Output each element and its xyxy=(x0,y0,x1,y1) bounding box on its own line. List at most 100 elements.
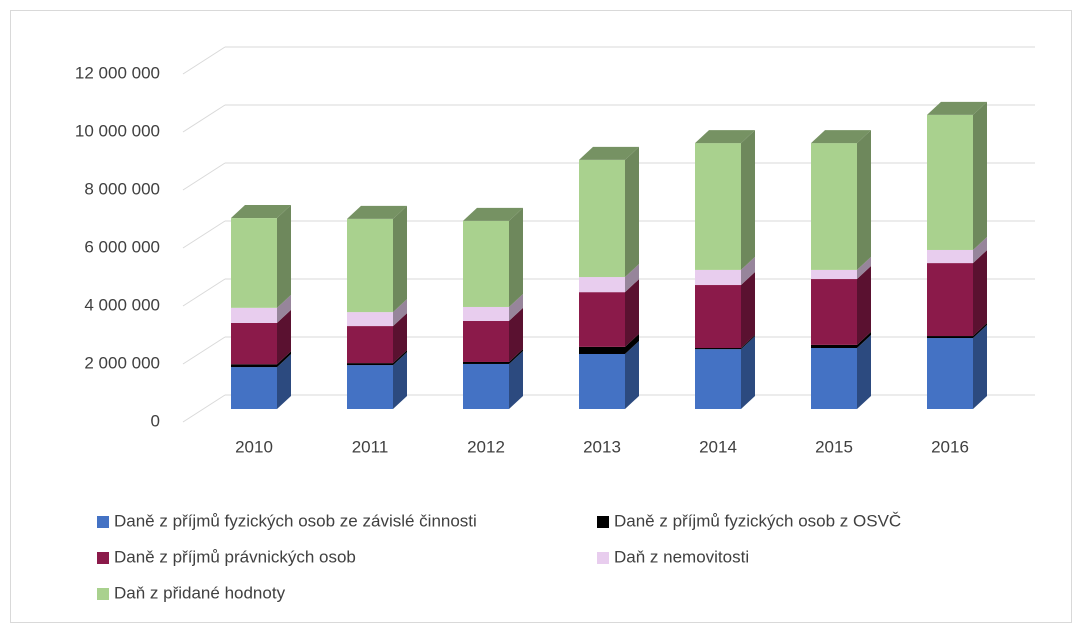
bar-side xyxy=(741,272,755,349)
legend-label: Daně z příjmů fyzických osob ze závislé … xyxy=(114,511,477,530)
chart-frame xyxy=(10,10,1072,623)
legend-swatch xyxy=(597,552,609,564)
bar-top xyxy=(695,130,755,144)
bar-top xyxy=(231,205,291,219)
legend-swatch xyxy=(597,516,609,528)
x-tick-label: 2011 xyxy=(352,437,389,456)
bar xyxy=(347,218,393,313)
bar xyxy=(695,269,741,286)
grid-line-depth xyxy=(182,394,226,423)
y-tick-label: 12 000 000 xyxy=(75,63,160,82)
bar xyxy=(695,285,741,349)
bar xyxy=(811,143,857,270)
bar-side xyxy=(509,348,523,364)
x-tick-label: 2014 xyxy=(699,437,737,456)
grid-line-depth xyxy=(182,46,226,75)
bar xyxy=(811,269,857,280)
bar xyxy=(927,336,973,339)
y-tick-label: 2 000 000 xyxy=(84,353,160,372)
bar-side xyxy=(857,256,871,280)
bar xyxy=(347,363,393,366)
grid-line-depth xyxy=(182,278,226,307)
bar xyxy=(231,307,277,323)
bar-side xyxy=(741,256,755,286)
bar xyxy=(231,364,277,368)
y-tick-label: 10 000 000 xyxy=(75,121,160,140)
bar-top xyxy=(347,205,407,219)
bar xyxy=(811,279,857,345)
bar-side xyxy=(393,205,407,313)
y-tick-label: 6 000 000 xyxy=(84,237,160,256)
bar-side xyxy=(857,331,871,349)
bar xyxy=(811,344,857,349)
bar-side xyxy=(393,299,407,327)
bar xyxy=(231,367,277,409)
bar-side xyxy=(741,335,755,350)
bar xyxy=(231,218,277,308)
x-tick-label: 2015 xyxy=(815,437,853,456)
bar xyxy=(463,220,509,307)
bar-top xyxy=(811,130,871,144)
bar-side xyxy=(277,205,291,308)
grid-line-depth xyxy=(182,104,226,133)
bar-top xyxy=(579,146,639,160)
bar-side xyxy=(973,325,987,409)
bar-side xyxy=(509,207,523,307)
bar-top xyxy=(463,207,523,221)
bar xyxy=(695,143,741,270)
legend-label: Daně z příjmů fyzických osob z OSVČ xyxy=(614,511,901,530)
grid-line-depth xyxy=(182,162,226,191)
bar-side xyxy=(277,309,291,365)
bar xyxy=(579,292,625,347)
bar-side xyxy=(509,293,523,321)
legend-label: Daně z příjmů právnických osob xyxy=(114,547,356,566)
bar xyxy=(579,346,625,354)
y-tick-label: 8 000 000 xyxy=(84,179,160,198)
bar-side xyxy=(393,350,407,366)
x-tick-label: 2016 xyxy=(931,437,969,456)
bar-side xyxy=(277,294,291,323)
grid-line-depth xyxy=(182,336,226,365)
bar xyxy=(347,312,393,327)
bar xyxy=(463,306,509,321)
bar-side xyxy=(625,146,639,278)
bar xyxy=(927,338,973,409)
bar-side xyxy=(625,264,639,293)
bar xyxy=(927,263,973,337)
bar xyxy=(231,322,277,365)
bar xyxy=(927,114,973,250)
x-tick-label: 2012 xyxy=(467,437,505,456)
bar-side xyxy=(625,333,639,354)
y-tick-label: 0 xyxy=(151,411,160,430)
bar-side xyxy=(277,351,291,368)
bar-side xyxy=(509,307,523,362)
bar-side xyxy=(857,335,871,409)
bar-side xyxy=(393,352,407,409)
grid-line-depth xyxy=(182,220,226,249)
bar xyxy=(579,353,625,409)
bar xyxy=(695,348,741,350)
bar-side xyxy=(509,350,523,409)
bar-side xyxy=(741,130,755,270)
bar-side xyxy=(973,323,987,339)
x-tick-label: 2010 xyxy=(235,437,273,456)
bar-side xyxy=(625,340,639,409)
bar xyxy=(463,320,509,362)
bar-side xyxy=(393,313,407,364)
bar-side xyxy=(857,266,871,345)
bar xyxy=(695,349,741,409)
bar-side xyxy=(857,130,871,270)
legend-swatch xyxy=(97,552,109,564)
bar-side xyxy=(741,336,755,409)
bar-side xyxy=(973,101,987,250)
bar-side xyxy=(973,250,987,337)
bar-side xyxy=(625,279,639,347)
x-tick-label: 2013 xyxy=(583,437,621,456)
bar xyxy=(463,363,509,409)
bar xyxy=(347,365,393,409)
bar xyxy=(579,277,625,293)
legend-swatch xyxy=(97,588,109,600)
legend-swatch xyxy=(97,516,109,528)
y-tick-label: 4 000 000 xyxy=(84,295,160,314)
